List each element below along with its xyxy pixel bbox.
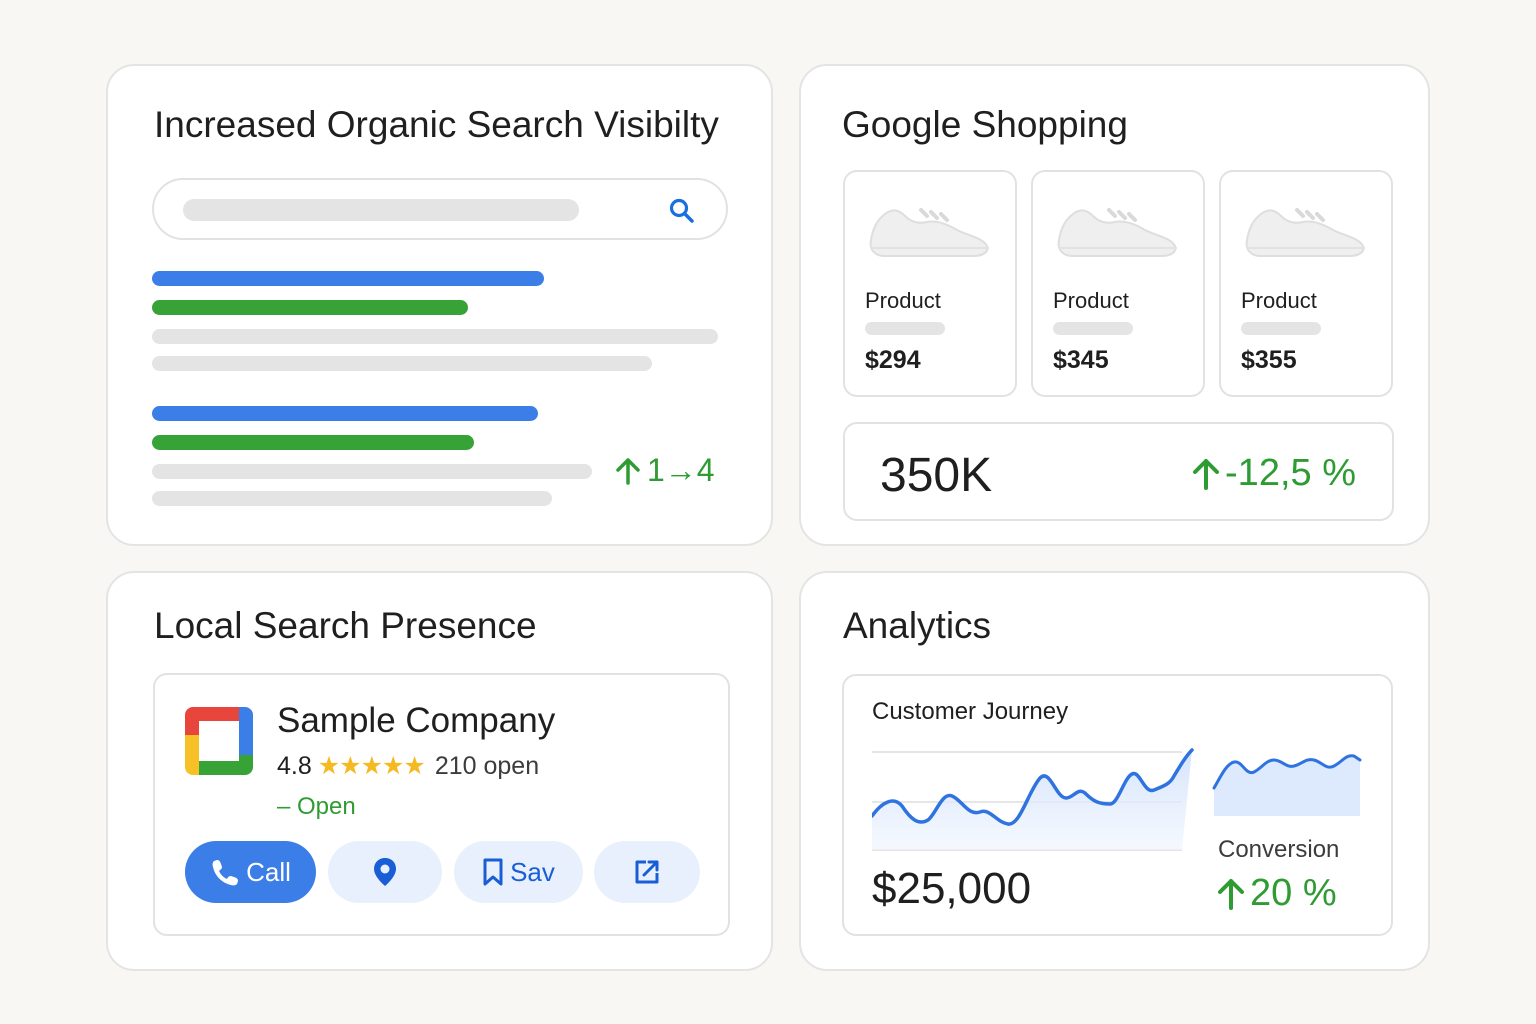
customer-journey-line-chart xyxy=(872,748,1194,851)
business-logo xyxy=(185,707,253,775)
shopping-stat-change-value: -12,5 % xyxy=(1225,452,1356,494)
product-name: Product xyxy=(1241,288,1317,313)
sparkline-series xyxy=(1212,754,1362,790)
search-placeholder-bar xyxy=(183,199,579,221)
website-button[interactable] xyxy=(594,841,700,903)
star-rating-icon: ★★★★★ xyxy=(317,752,426,780)
product-name: Product xyxy=(865,288,941,313)
revenue-value: $25,000 xyxy=(872,864,1032,913)
local-search-card: Local Search Presence Sample Company 4.8… xyxy=(106,571,773,971)
result-url-bar xyxy=(152,435,474,450)
customer-journey-label: Customer Journey xyxy=(872,698,1069,725)
organic-search-card: Increased Organic Search Visibilty 1→4 xyxy=(106,64,773,546)
result-snippet-bar xyxy=(152,329,718,344)
product-card[interactable]: Product $355 xyxy=(1219,170,1393,397)
arrow-up-icon xyxy=(616,457,640,485)
search-icon[interactable] xyxy=(668,197,696,225)
result-title-bar[interactable] xyxy=(152,271,544,286)
product-detail-bar xyxy=(1053,322,1133,335)
shoe-icon xyxy=(1057,208,1177,257)
analytics-card: Analytics Customer Journey $25,000 Conve… xyxy=(799,571,1430,971)
map-pin-icon xyxy=(374,858,396,886)
analytics-card-title: Analytics xyxy=(843,605,992,646)
rating-value: 4.8 xyxy=(277,751,312,780)
result-snippet-bar xyxy=(152,356,652,371)
chart-line-series xyxy=(872,748,1194,826)
conversion-rate: 20 % xyxy=(1216,872,1337,915)
call-button[interactable]: Call xyxy=(185,841,316,903)
product-detail-bar xyxy=(1241,322,1321,335)
chart-area-fill xyxy=(872,750,1192,850)
open-status: – Open xyxy=(277,793,356,820)
phone-icon xyxy=(212,860,239,886)
shoe-icon xyxy=(1245,208,1365,257)
product-card[interactable]: Product $345 xyxy=(1031,170,1205,397)
search-bar[interactable] xyxy=(152,178,728,240)
business-profile: Sample Company 4.8 ★★★★★ 210 open – Open… xyxy=(153,673,730,936)
conversion-label: Conversion xyxy=(1218,836,1340,863)
product-price: $345 xyxy=(1053,346,1109,374)
analytics-panel: Customer Journey $25,000 Conversion xyxy=(842,674,1393,936)
review-count: 210 open xyxy=(434,751,540,780)
result-snippet-bar xyxy=(152,464,592,479)
business-name: Sample Company xyxy=(277,701,556,740)
product-detail-bar xyxy=(865,322,945,335)
conversion-rate-value: 20 % xyxy=(1250,872,1337,914)
bookmark-icon xyxy=(483,858,503,886)
shopping-card: Google Shopping Product $294 Product $34… xyxy=(799,64,1430,546)
result-title-bar[interactable] xyxy=(152,406,538,421)
arrow-up-icon xyxy=(1193,458,1220,490)
product-price: $294 xyxy=(865,346,921,374)
organic-card-title: Increased Organic Search Visibilty xyxy=(154,104,719,145)
result-snippet-bar xyxy=(152,491,552,506)
open-external-icon xyxy=(635,860,659,884)
product-name: Product xyxy=(1053,288,1129,313)
shoe-icon xyxy=(869,208,989,257)
rank-change-value: 1→4 xyxy=(647,452,715,488)
shopping-stat-value: 350K xyxy=(880,449,993,502)
product-card[interactable]: Product $294 xyxy=(843,170,1017,397)
sparkline-area-fill xyxy=(1214,755,1360,816)
shopping-card-title: Google Shopping xyxy=(842,104,1128,145)
shopping-stat-box: 350K -12,5 % xyxy=(843,422,1394,521)
call-label: Call xyxy=(246,856,291,887)
local-card-title: Local Search Presence xyxy=(154,605,537,646)
arrow-up-icon xyxy=(1218,878,1244,910)
save-label: Sav xyxy=(510,856,555,887)
conversion-sparkline xyxy=(1212,754,1362,816)
business-rating: 4.8 ★★★★★ 210 open xyxy=(277,751,539,781)
directions-button[interactable] xyxy=(328,841,442,903)
rank-change: 1→4 xyxy=(615,452,715,489)
shopping-stat-change: -12,5 % xyxy=(1191,452,1356,495)
product-price: $355 xyxy=(1241,346,1297,374)
save-button[interactable]: Sav xyxy=(454,841,583,903)
result-url-bar xyxy=(152,300,468,315)
